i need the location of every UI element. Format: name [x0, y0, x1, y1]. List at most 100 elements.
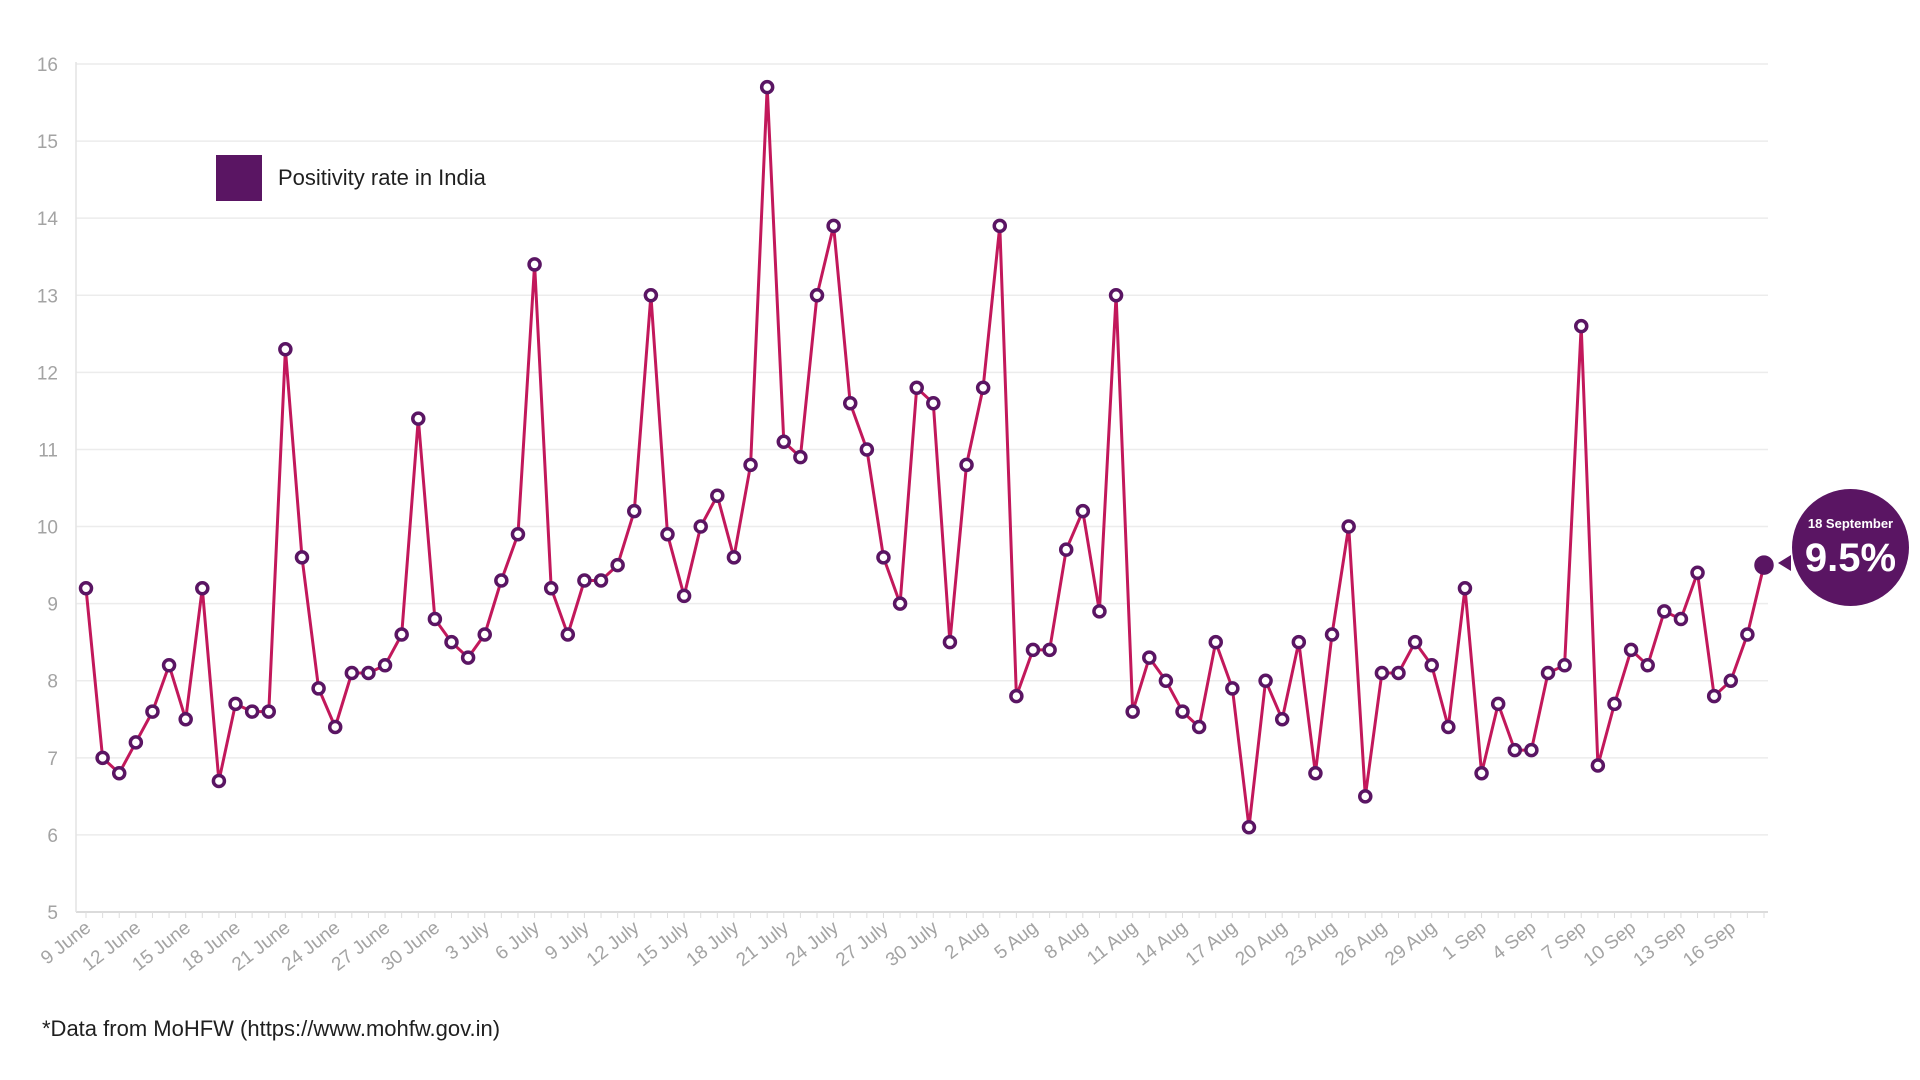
data-point: [344, 665, 360, 681]
x-tick-label: 26 Aug: [1331, 917, 1391, 970]
data-point: [842, 395, 858, 411]
data-point: [809, 288, 825, 303]
data-point: [1640, 658, 1655, 673]
latest-data-point: [1754, 555, 1774, 575]
data-point: [1706, 688, 1722, 704]
y-tick-label: 16: [37, 55, 58, 76]
data-point: [992, 218, 1008, 234]
x-tick-label: 8 Aug: [1041, 917, 1092, 963]
data-point: [211, 773, 227, 789]
data-point: [1374, 665, 1390, 681]
data-point: [494, 573, 509, 588]
data-point: [1490, 696, 1506, 712]
data-point: [1025, 642, 1041, 658]
x-tick-label: 18 July: [683, 917, 744, 971]
x-tick-label: 3 July: [442, 917, 494, 964]
data-point: [95, 750, 110, 766]
data-point: [1391, 665, 1406, 681]
x-tick-label: 17 Aug: [1182, 917, 1242, 970]
data-point: [1441, 719, 1456, 735]
data-point: [294, 550, 310, 565]
data-point: [1208, 634, 1223, 650]
x-tick-label: 11 Aug: [1083, 917, 1141, 969]
data-point: [975, 380, 991, 396]
data-point: [1540, 665, 1556, 681]
x-tick-label: 6 July: [492, 917, 544, 964]
data-point: [859, 442, 875, 457]
data-point: [1607, 696, 1622, 712]
x-tick-label: 21 July: [732, 917, 793, 971]
data-point: [959, 457, 974, 473]
data-point: [693, 519, 708, 534]
data-point: [1108, 288, 1124, 303]
x-tick-label: 30 July: [882, 917, 943, 971]
x-tick-label: 4 Sep: [1488, 917, 1540, 964]
y-tick-label: 5: [47, 903, 58, 924]
data-point: [361, 665, 376, 681]
latest-value-callout: 18 September 9.5%: [1792, 489, 1909, 606]
source-footnote: *Data from MoHFW (https://www.mohfw.gov.…: [42, 1016, 501, 1041]
y-tick-label: 9: [47, 595, 58, 616]
data-point: [311, 681, 326, 696]
callout-date: 18 September: [1807, 516, 1894, 531]
data-point: [278, 341, 293, 357]
x-tick-label: 10 Sep: [1580, 917, 1640, 971]
y-tick-label: 12: [37, 363, 58, 384]
data-point: [926, 395, 941, 411]
data-point: [676, 588, 692, 604]
data-point: [394, 627, 409, 642]
data-point: [1690, 565, 1705, 581]
x-tick-label: 14 Aug: [1132, 917, 1192, 970]
data-point: [1241, 819, 1257, 835]
data-point: [726, 550, 742, 565]
data-point: [261, 704, 277, 719]
data-point: [1142, 650, 1157, 665]
data-point: [128, 735, 144, 750]
data-point: [909, 380, 924, 396]
data-point: [427, 611, 443, 627]
data-point: [161, 658, 177, 673]
legend-swatch: [216, 155, 262, 201]
y-tick-label: 7: [47, 749, 58, 770]
data-point: [460, 650, 476, 665]
data-point: [643, 288, 659, 303]
series-points: [78, 79, 1774, 835]
y-tick-labels: 5 6 7 8 9 10 11 12 13 14 15 16: [37, 55, 59, 924]
data-point: [876, 550, 891, 565]
data-point: [444, 634, 459, 650]
data-point: [1524, 742, 1539, 758]
data-point: [1341, 519, 1356, 534]
data-point: [593, 573, 609, 588]
data-point: [1657, 604, 1672, 619]
x-tick-label: 16 Sep: [1679, 917, 1739, 971]
data-point: [560, 627, 576, 642]
data-point: [1457, 580, 1473, 596]
data-point: [892, 596, 908, 611]
x-tick-label: 5 Aug: [991, 917, 1042, 963]
data-point: [1175, 704, 1190, 719]
x-tick-label: 24 July: [782, 917, 843, 971]
data-point: [510, 527, 526, 542]
data-point: [1407, 634, 1423, 650]
y-tick-label: 11: [38, 440, 58, 461]
data-point: [1092, 604, 1107, 619]
data-point: [1740, 627, 1755, 642]
data-point: [942, 634, 958, 650]
data-point: [327, 719, 343, 735]
data-point: [477, 627, 492, 642]
data-point: [610, 557, 625, 573]
data-point: [1623, 642, 1639, 658]
y-tick-label: 13: [37, 286, 58, 307]
data-point: [577, 573, 592, 588]
data-point: [543, 580, 559, 596]
gridlines: [76, 63, 1768, 913]
data-point: [826, 218, 841, 234]
y-tick-label: 6: [47, 826, 58, 847]
x-tick-label: 23 Aug: [1282, 917, 1342, 970]
data-point: [195, 580, 210, 596]
data-point: [411, 411, 426, 426]
y-tick-label: 15: [37, 132, 58, 153]
x-tick-label: 12 July: [583, 917, 644, 971]
